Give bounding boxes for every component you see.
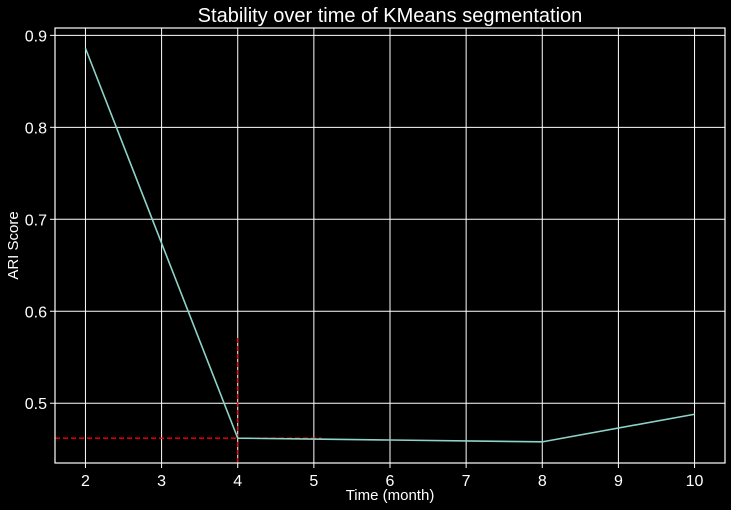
chart-title: Stability over time of KMeans segmentati… xyxy=(198,5,583,27)
x-tick-label: 10 xyxy=(686,473,704,490)
x-axis-ticks: 2 3 4 5 6 7 8 9 10 xyxy=(81,463,704,490)
y-tick-label: 0.5 xyxy=(25,396,47,413)
grid xyxy=(55,28,725,463)
reference-lines xyxy=(55,337,322,463)
x-tick-label: 3 xyxy=(157,473,166,490)
y-tick-label: 0.6 xyxy=(25,304,47,321)
y-axis-label: ARI Score xyxy=(5,211,22,279)
series-line xyxy=(84,47,695,443)
x-tick-label: 7 xyxy=(462,473,471,490)
series-layer xyxy=(84,47,695,443)
x-tick-label: 8 xyxy=(538,473,547,490)
y-tick-label: 0.8 xyxy=(25,120,47,137)
y-tick-label: 0.7 xyxy=(25,212,47,229)
y-axis-ticks: 0.5 0.6 0.7 0.8 0.9 xyxy=(25,28,55,413)
x-tick-label: 6 xyxy=(386,473,395,490)
x-axis-label: Time (month) xyxy=(346,487,435,504)
y-tick-label: 0.9 xyxy=(25,28,47,45)
x-tick-label: 9 xyxy=(614,473,623,490)
x-tick-label: 4 xyxy=(233,473,242,490)
x-tick-label: 5 xyxy=(309,473,318,490)
x-tick-label: 2 xyxy=(81,473,90,490)
